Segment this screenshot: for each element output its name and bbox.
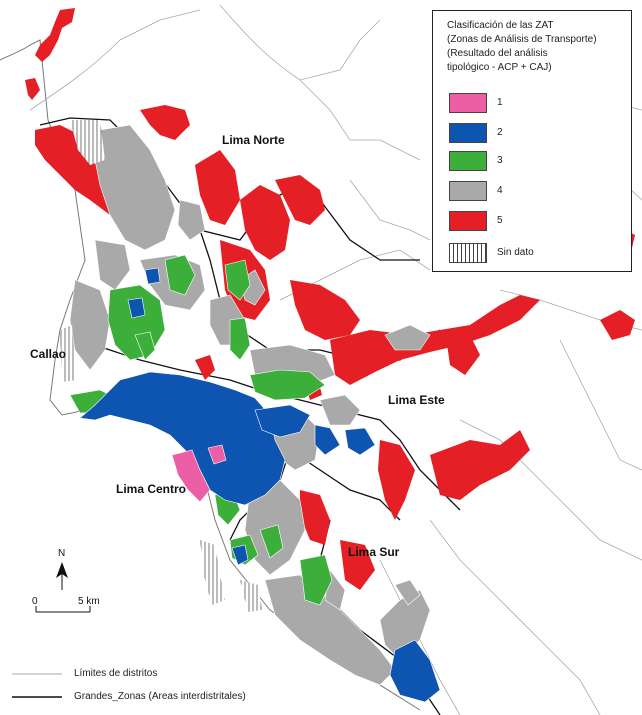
legend-item-5: 5 [449,211,619,233]
legend-item-sin-dato: Sin dato [449,243,619,265]
legend-title-line-3: (Resultado del análisis [447,48,548,59]
legend-title-line-1: Clasificación de las ZAT [447,20,554,31]
legend-label-2: 2 [497,127,503,138]
legend-title-line-2: (Zonas de Análisis de Transporte) [447,34,597,45]
legend-title: Clasificación de las ZAT (Zonas de Análi… [447,19,629,75]
legend-swatch-5 [449,211,487,231]
label-lima-centro: Lima Centro [116,482,187,496]
legend-swatch-2 [449,123,487,143]
legend-item-2: 2 [449,123,619,145]
big-zones-text: Grandes_Zonas (Areas interdistritales) [74,691,246,702]
north-label: N [58,548,66,559]
label-callao: Callao [30,347,67,361]
legend-title-line-4: tipológico - ACP + CAJ) [447,62,552,73]
legend-item-3: 3 [449,151,619,173]
label-lima-sur: Lima Sur [348,545,400,559]
scale-zero: 0 [32,596,38,607]
label-lima-este: Lima Este [388,393,445,407]
scale-distance: 5 km [78,596,100,607]
zones-category-1 [171,444,227,503]
legend-label-3: 3 [497,155,503,166]
legend-label-1: 1 [497,97,503,108]
legend-box: Clasificación de las ZAT (Zonas de Análi… [432,10,632,272]
legend-swatch-3 [449,151,487,171]
zones-category-5 [25,8,635,590]
legend-label-sin-dato: Sin dato [497,247,534,258]
label-lima-norte: Lima Norte [222,133,285,147]
scale-bar [35,606,91,613]
legend-item-1: 1 [449,93,619,115]
legend-label-4: 4 [497,185,503,196]
zones-no-data [60,120,262,612]
legend-swatch-sin-dato [449,243,487,263]
legend-label-5: 5 [497,215,503,226]
legend-swatch-4 [449,181,487,201]
zones-category-2 [79,267,441,703]
district-limits-text: Límites de distritos [74,668,158,679]
legend-item-4: 4 [449,181,619,203]
coastline [0,39,421,711]
legend-swatch-1 [449,93,487,113]
north-arrow [56,562,68,590]
